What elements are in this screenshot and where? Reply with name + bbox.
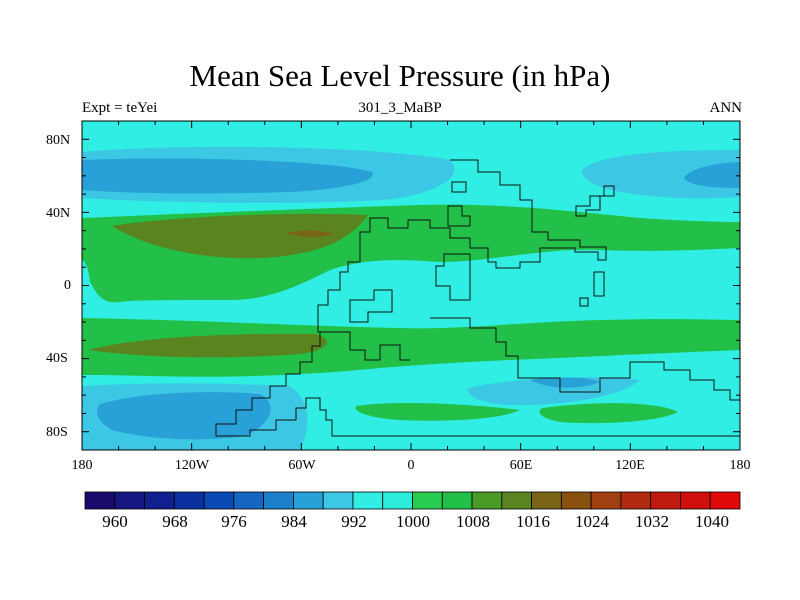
colorbar-swatch [144,491,175,510]
colorbar-label: 992 [341,512,367,531]
colorbar-swatch [114,491,145,510]
coastline-north-detail [447,181,471,227]
colorbar-swatch [233,491,265,510]
south-high-patch [355,403,520,421]
colorbar-swatch [709,491,741,510]
coastline-north-continent [317,159,607,361]
north-high-peak [286,230,334,237]
colorbar-swatch [620,491,652,510]
lon-label-180e: 180 [729,458,751,473]
colorbar-swatch [263,491,294,510]
north-low-inner [82,158,373,194]
colorbar-swatch [84,491,116,510]
pressure-field [82,121,740,450]
south-high-patch-east [539,403,678,424]
time-period-label: 301_3_MaBP [358,100,442,116]
experiment-label: Expt = teYei [82,100,158,116]
south-low-mid-outer [467,377,640,406]
colorbar-label: 1040 [695,512,729,531]
north-low-outer-east [581,150,740,199]
colorbar-swatch [441,491,473,510]
lat-label-equator: 0 [64,278,71,293]
colorbar-swatch [680,491,711,510]
colorbar-label: 1024 [575,512,609,531]
coastline-inner-basin [349,253,471,323]
colorbar-label: 984 [281,512,307,531]
south-low-inner [97,392,271,440]
lon-label-120e: 120E [615,458,645,473]
colorbar-swatch [650,491,681,510]
colorbar [84,491,741,510]
colorbar-label: 1000 [396,512,430,531]
colorbar-swatch [560,491,592,510]
coastline-east-islands [575,185,615,307]
colorbar-swatch [322,491,354,510]
lon-label-60w: 60W [288,458,316,473]
colorbar-swatch [412,491,443,510]
lat-label-80n: 80N [46,133,71,148]
lat-label-40n: 40N [46,206,71,221]
colorbar-swatch [382,491,413,510]
south-high-belt [82,318,740,377]
north-high-core [112,213,368,259]
lon-label-60e: 60E [509,458,533,473]
colorbar-label: 968 [162,512,188,531]
south-high-core [88,333,327,358]
colorbar-label: 1008 [456,512,490,531]
season-label: ANN [709,100,743,116]
colorbar-swatch [293,491,324,510]
coastlines [215,159,740,437]
colorbar-label: 1016 [516,512,550,531]
colorbar-swatch [173,491,205,510]
lon-label-120w: 120W [174,458,210,473]
colorbar-label: 1032 [635,512,669,531]
chart-title: Mean Sea Level Pressure (in hPa) [189,58,611,93]
lon-label-180w: 180 [71,458,93,473]
south-low-mid-inner [530,377,600,388]
coastline-south-continent [215,317,740,437]
colorbar-label: 960 [102,512,128,531]
colorbar-swatch [203,491,235,510]
colorbar-swatch [352,491,384,510]
north-low-inner-east [684,162,740,188]
lat-label-80s: 80S [46,425,68,440]
colorbar-swatch [501,491,532,510]
colorbar-swatch [531,491,562,510]
colorbar-swatch [471,491,503,510]
axis-ticks [81,120,741,451]
colorbar-label: 976 [221,512,247,531]
colorbar-swatch [590,491,622,510]
lat-label-40s: 40S [46,351,68,366]
lon-label-0: 0 [407,458,415,473]
